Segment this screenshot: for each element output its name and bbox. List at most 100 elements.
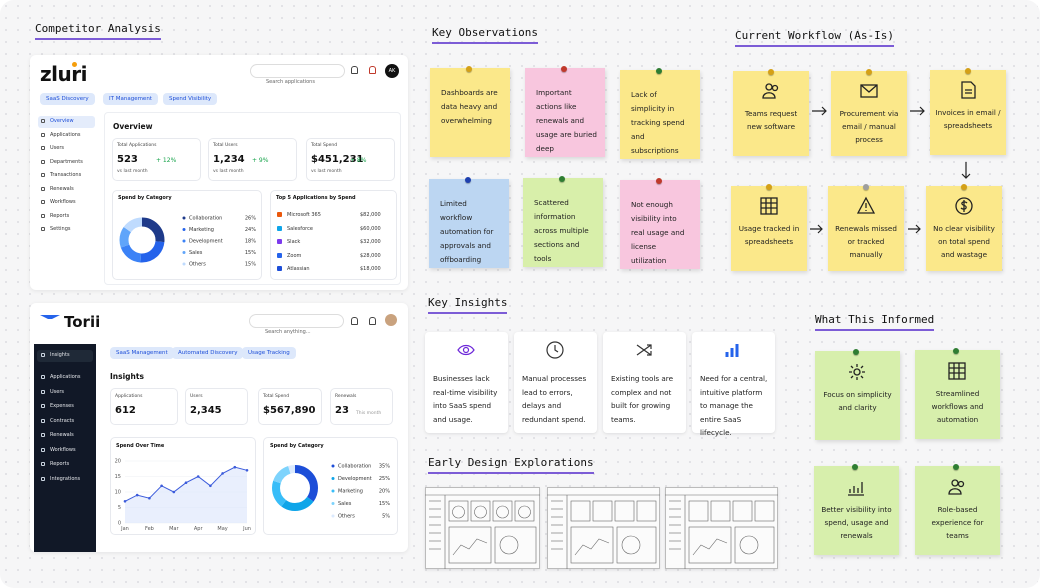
- nav-icon: [41, 418, 45, 423]
- pin: [466, 66, 472, 72]
- arrow: [961, 162, 971, 179]
- icon-part: [957, 480, 965, 488]
- app-icon: [277, 239, 282, 244]
- nav-item: Departments: [50, 158, 83, 165]
- legend-dot: [182, 239, 186, 243]
- wireframe-sketch: [425, 494, 540, 569]
- bell-icon: [369, 317, 376, 325]
- nav-icon: [41, 476, 45, 481]
- legend-dot: [182, 251, 186, 254]
- stat-card: [258, 388, 322, 425]
- legend-label: Development: [338, 476, 372, 482]
- search-box: Search applications: [250, 64, 345, 85]
- y-tick-label: 10: [115, 490, 121, 496]
- legend-dot: [331, 502, 335, 505]
- stat-value: $451,231: [311, 154, 364, 165]
- icon: [546, 341, 564, 359]
- icon: [860, 84, 878, 98]
- sketch: [499, 535, 519, 555]
- icon-part: [856, 196, 876, 214]
- stat-card: [306, 138, 395, 181]
- donut-segment: [272, 465, 318, 511]
- legend-dot: [331, 489, 335, 493]
- logo: zluri: [40, 62, 87, 86]
- sketch: [710, 500, 731, 522]
- section-title: Early Design Explorations: [428, 456, 594, 474]
- chart-card: [112, 190, 262, 280]
- heading: Overview: [113, 122, 153, 131]
- sketch: [570, 500, 591, 522]
- icon: [762, 83, 779, 99]
- point: [160, 484, 163, 488]
- search-placeholder: Search anything...: [265, 329, 311, 335]
- nav-item: Overview: [50, 118, 74, 124]
- pin: [953, 348, 959, 354]
- y-tick-label: 0: [118, 521, 121, 527]
- legend-value: 20%: [379, 489, 390, 495]
- legend-value: 15%: [379, 501, 390, 507]
- arrow: [908, 224, 921, 234]
- legend-label: Marketing: [189, 227, 214, 233]
- sticky-note: Scattered information across multiple se…: [523, 178, 603, 267]
- stat-value: 2,345: [190, 405, 222, 416]
- x-tick-label: Apr: [194, 526, 204, 532]
- icon: [955, 197, 973, 215]
- app-spend: $32,000: [360, 239, 381, 245]
- app-spend: $60,000: [360, 225, 381, 232]
- sticky-note: Focus on simplicity and clarity: [815, 351, 900, 440]
- bell-icon: [351, 317, 358, 325]
- sticky-note: Dashboards are data heavy and overwhelmi…: [430, 68, 510, 157]
- icon-part: [761, 198, 777, 214]
- pin: [961, 184, 967, 190]
- app-icon: [277, 212, 282, 217]
- icon-part: [848, 482, 864, 496]
- legend-dot: [182, 216, 186, 220]
- chart-title: Spend by Category: [118, 195, 172, 201]
- point: [123, 500, 127, 503]
- wireframe-sketch: [547, 494, 660, 569]
- arrow: [910, 106, 925, 116]
- stat-note: vs last month: [213, 169, 244, 174]
- nav-active: [38, 116, 95, 128]
- section-title: Competitor Analysis: [35, 22, 161, 40]
- pin: [559, 176, 565, 182]
- legend-value: 5%: [382, 514, 390, 520]
- stat-label: Total Spend: [311, 143, 338, 148]
- wireframe-sketch: [665, 494, 778, 569]
- sketch: [621, 535, 641, 555]
- legend-dot: [331, 464, 335, 468]
- nav-icon: [41, 132, 45, 137]
- pin: [965, 68, 971, 74]
- x-tick-label: Feb: [145, 526, 154, 532]
- icon-part: [771, 84, 779, 92]
- section-title: Key Observations: [432, 26, 538, 44]
- legend-label: Collaboration: [189, 216, 222, 222]
- app-spend: $18,000: [360, 266, 381, 272]
- heading: Insights: [110, 372, 144, 381]
- donut-chart: Collaboration 26% Marketing 24% Development 1…: [119, 216, 256, 268]
- nav-item: Transactions: [50, 172, 82, 178]
- avatar: [385, 314, 397, 326]
- point: [245, 469, 249, 472]
- icon-part: [951, 479, 959, 487]
- tab: SaaS Management: [110, 347, 174, 359]
- icon-part: [961, 81, 976, 99]
- donut-segment: [272, 465, 318, 511]
- sticky-note: Lack of simplicity in tracking spend and…: [620, 70, 700, 159]
- pin: [656, 178, 662, 184]
- icon-part: [948, 362, 966, 380]
- search-placeholder: Search applications: [266, 79, 315, 85]
- icon: [760, 197, 778, 215]
- legend-label: Others: [189, 262, 206, 268]
- stat-card: [110, 388, 178, 425]
- app-name: Slack: [287, 239, 301, 245]
- nav-icon: [41, 186, 45, 191]
- icon-part: [546, 341, 564, 359]
- legend-value: 15%: [245, 262, 256, 268]
- stat-value: 612: [115, 405, 136, 416]
- icon: [457, 344, 475, 356]
- avatar: AK: [385, 64, 399, 78]
- icon-part: [725, 344, 739, 357]
- icon-part: [554, 345, 559, 353]
